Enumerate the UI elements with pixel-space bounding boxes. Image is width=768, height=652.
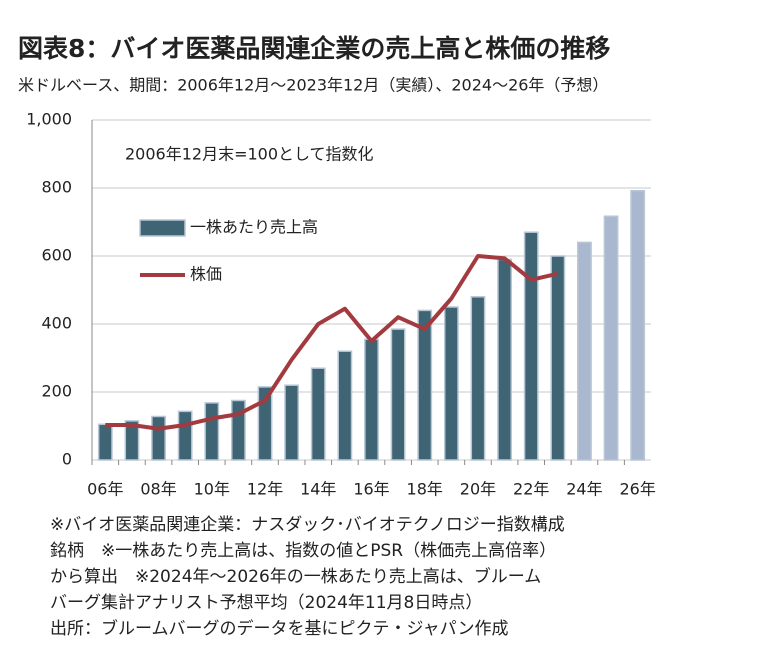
bar bbox=[497, 258, 513, 461]
footnote: 出所：ブルームバーグのデータを基にピクテ・ジャパン作成 bbox=[50, 618, 509, 639]
bar bbox=[204, 402, 220, 461]
footnote: ※バイオ医薬品関連企業：ナスダック･バイオテクノロジー指数構成 bbox=[50, 515, 565, 535]
y-tick-label: 400 bbox=[41, 314, 72, 333]
bar bbox=[550, 255, 566, 461]
bar bbox=[177, 410, 193, 461]
bar bbox=[470, 296, 486, 461]
y-tick-label: 200 bbox=[41, 382, 72, 401]
bar bbox=[630, 189, 646, 461]
footnote: から算出 ※2024年～2026年の一株あたり売上高は、ブルーム bbox=[50, 566, 541, 587]
footnote: 銘柄 ※一株あたり売上高は、指数の値とPSR（株価売上高倍率） bbox=[50, 541, 556, 561]
chart-title: 図表8：バイオ医薬品関連企業の売上高と株価の推移 bbox=[18, 34, 610, 63]
footnote: バーグ集計アナリスト予想平均（2024年11月8日時点） bbox=[50, 593, 482, 613]
bar bbox=[231, 399, 246, 461]
x-tick-label: 08年 bbox=[140, 480, 176, 499]
x-tick-label: 12年 bbox=[247, 480, 283, 499]
bar bbox=[97, 423, 113, 461]
bar bbox=[523, 231, 539, 461]
bar bbox=[390, 328, 406, 461]
bar bbox=[124, 420, 140, 461]
x-tick-label: 10年 bbox=[194, 480, 230, 499]
bar bbox=[337, 350, 353, 461]
x-tick-label: 22年 bbox=[513, 480, 549, 499]
bar bbox=[151, 415, 166, 461]
legend-label: 一株あたり売上高 bbox=[190, 218, 318, 237]
bar bbox=[577, 241, 592, 461]
y-tick-label: 600 bbox=[41, 246, 72, 265]
bar bbox=[364, 338, 379, 461]
line bbox=[105, 254, 559, 431]
y-tick-label: 0 bbox=[62, 450, 72, 469]
x-tick-label: 18年 bbox=[407, 480, 443, 499]
bar bbox=[417, 309, 433, 461]
bar bbox=[257, 386, 273, 461]
bar bbox=[284, 384, 300, 461]
x-tick-label: 14年 bbox=[300, 480, 336, 499]
x-tick-label: 20年 bbox=[460, 480, 496, 499]
legend-swatch bbox=[139, 219, 186, 237]
x-tick-label: 06年 bbox=[87, 480, 123, 499]
chart-subtitle: 米ドルベース、期間：2006年12月～2023年12月（実績）、2024～26年… bbox=[18, 76, 608, 95]
y-tick-label: 1,000 bbox=[26, 110, 72, 129]
bar bbox=[603, 215, 619, 461]
bar bbox=[310, 367, 326, 461]
annotation: 2006年12月末=100として指数化 bbox=[125, 145, 374, 164]
legend-label: 株価 bbox=[190, 265, 222, 284]
x-tick-label: 24年 bbox=[566, 480, 602, 499]
x-tick-label: 26年 bbox=[620, 480, 656, 499]
x-tick-label: 16年 bbox=[353, 480, 389, 499]
y-tick-label: 800 bbox=[41, 178, 72, 197]
bar bbox=[443, 306, 459, 461]
